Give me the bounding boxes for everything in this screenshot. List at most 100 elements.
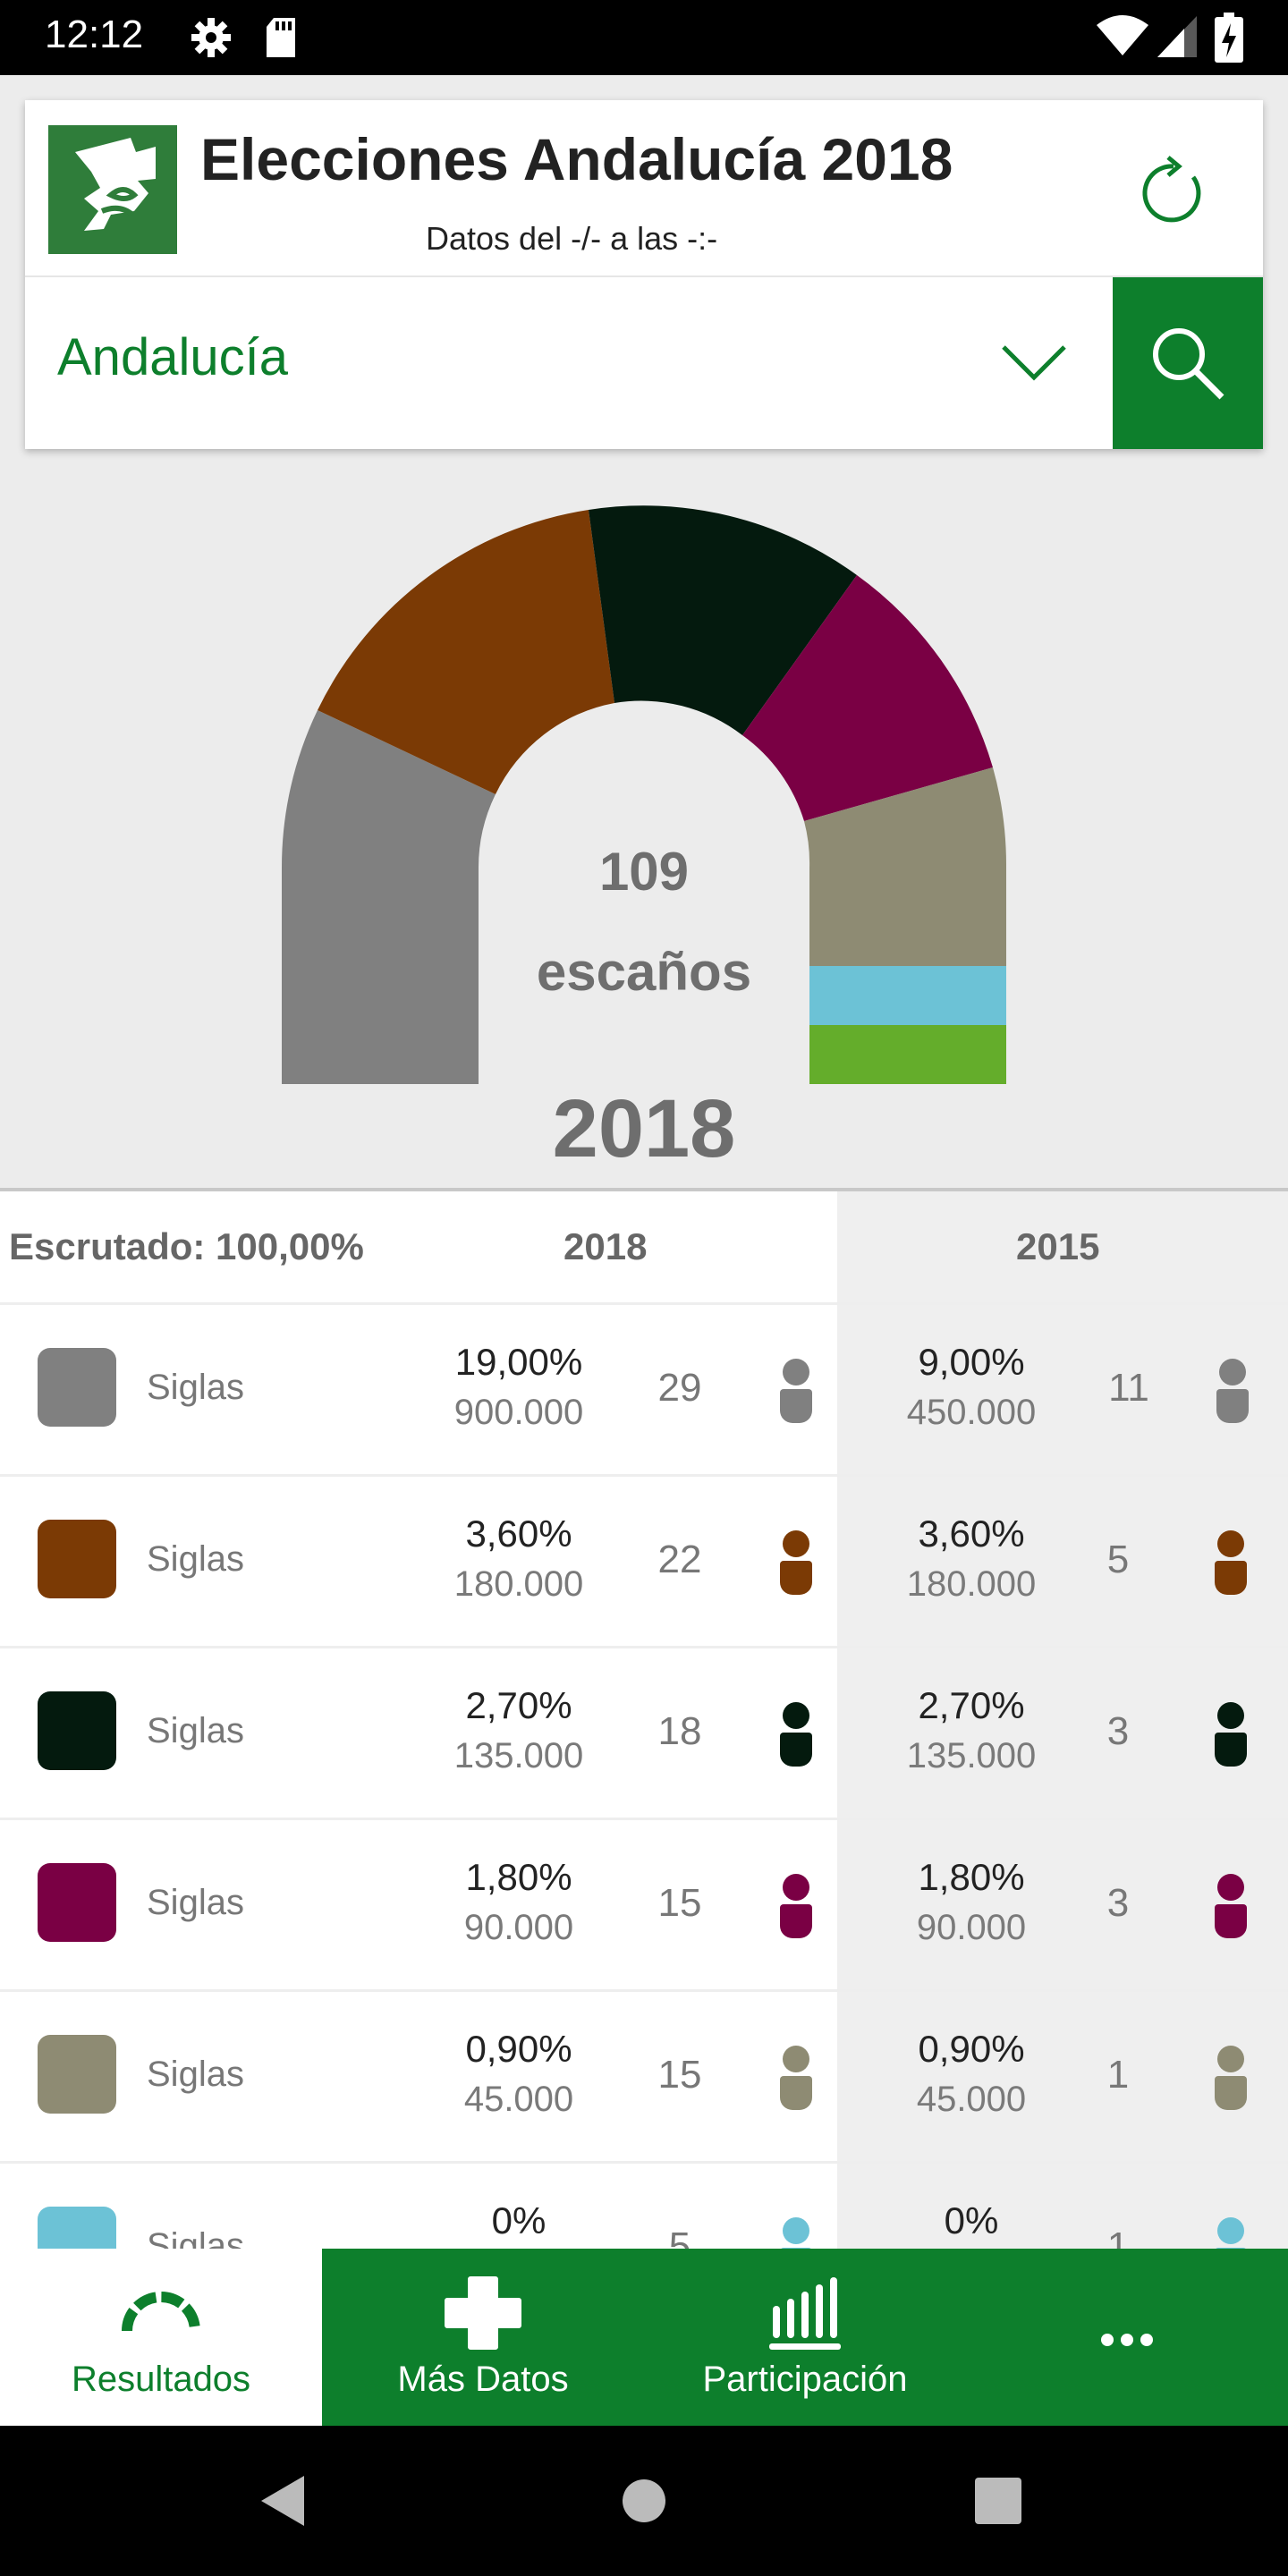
seat-person-icon (778, 2046, 814, 2110)
table-row[interactable]: Siglas 19,00% 900.000 29 9,00% 450.000 1… (0, 1302, 1288, 1477)
pct-2015: 3,60% (918, 1513, 1025, 1555)
pct-2015: 2,70% (918, 1684, 1025, 1726)
status-time: 12:12 (45, 13, 144, 56)
seat-person-icon (1213, 1702, 1249, 1767)
party-color-swatch (38, 1863, 116, 1942)
home-icon[interactable] (621, 2478, 667, 2524)
pct-2015: 1,80% (918, 1856, 1025, 1898)
hemicycle-segment-2 (318, 510, 614, 794)
plus-icon (445, 2276, 521, 2350)
table-row[interactable]: Siglas 1,80% 90.000 15 1,80% 90.000 3 (0, 1818, 1288, 1992)
votes-2018: 90.000 (463, 1908, 574, 1947)
seats-2018: 18 (657, 1709, 702, 1753)
table-row[interactable]: Siglas 0,90% 45.000 15 0,90% 45.000 1 (0, 1989, 1288, 2164)
seats-2015: 3 (1106, 1881, 1130, 1925)
nav-label: Más Datos (397, 2360, 569, 2399)
pct-2015: 0,90% (918, 2028, 1025, 2070)
seats-2015: 1 (1106, 2224, 1130, 2249)
party-color-swatch (38, 1520, 116, 1598)
search-button[interactable] (1113, 277, 1263, 449)
pct-2015: 9,00% (918, 1341, 1025, 1383)
seats-hemicycle-chart (281, 505, 1007, 1084)
votes-2018: 45.000 (463, 2080, 574, 2119)
votes-2018: 135.000 (453, 1736, 584, 1775)
seats-2018: 15 (657, 2053, 702, 2097)
app-title: Elecciones Andalucía 2018 (200, 126, 953, 192)
signal-icon (1157, 16, 1197, 57)
region-dropdown[interactable]: Andalucía (25, 277, 1113, 449)
table-row[interactable]: Siglas 0% 5 0% 1 (0, 2161, 1288, 2249)
party-color-swatch (38, 1691, 116, 1770)
status-bar: 12:12 (0, 0, 1288, 75)
seats-2015: 11 (1108, 1366, 1149, 1410)
hemicycle-segment-1 (281, 710, 496, 1084)
more-icon (1101, 2334, 1153, 2346)
nav-item-mas-datos[interactable]: Más Datos (322, 2249, 644, 2426)
sd-card-icon (267, 18, 295, 57)
scrutiny-label: Escrutado: 100,00% (9, 1225, 364, 1267)
pct-2018: 19,00% (454, 1341, 583, 1383)
pct-2018: 0,90% (465, 2028, 572, 2070)
back-icon[interactable] (259, 2474, 306, 2528)
nav-item-resultados[interactable]: Resultados (0, 2249, 322, 2426)
table-row[interactable]: Siglas 3,60% 180.000 22 3,60% 180.000 5 (0, 1474, 1288, 1648)
hemicycle-segment-5 (804, 767, 1007, 966)
region-selected-label: Andalucía (57, 328, 288, 386)
votes-2015: 90.000 (916, 1908, 1027, 1947)
party-color-swatch (38, 1348, 116, 1427)
party-acronym: Siglas (147, 1883, 244, 1922)
party-color-swatch (38, 2035, 116, 2114)
chart-year: 2018 (552, 1083, 736, 1174)
seat-person-icon (778, 1359, 814, 1423)
seat-person-icon (1213, 1530, 1249, 1595)
gauge-icon (122, 2292, 200, 2332)
bottom-navigation: Resultados Más Datos Participación (0, 2249, 1288, 2426)
refresh-icon[interactable] (1132, 152, 1215, 234)
seat-person-icon (1213, 2046, 1249, 2110)
seats-2018: 22 (657, 1538, 702, 1581)
votes-2018: 180.000 (453, 1564, 584, 1604)
party-acronym: Siglas (147, 2226, 244, 2249)
seats-2018: 15 (657, 1881, 702, 1925)
seats-2018: 29 (657, 1366, 702, 1410)
seats-2015: 1 (1106, 2053, 1130, 2097)
nav-item-participacion[interactable]: Participación (644, 2249, 966, 2426)
seat-person-icon (1213, 2217, 1249, 2249)
party-acronym: Siglas (147, 1539, 244, 1579)
hemicycle-segment-6 (809, 966, 1006, 1025)
pct-2018: 0% (491, 2199, 547, 2241)
nav-item-more[interactable] (966, 2249, 1288, 2426)
results-table-header: Escrutado: 100,00% 2018 2015 (0, 1191, 1288, 1302)
header-card: Elecciones Andalucía 2018 Datos del -/- … (25, 100, 1263, 449)
total-seats-number: 109 (598, 842, 690, 902)
seat-person-icon (1215, 1359, 1250, 1423)
votes-2015: 135.000 (906, 1736, 1037, 1775)
nav-label: Resultados (71, 2360, 251, 2399)
party-acronym: Siglas (147, 2055, 244, 2094)
seats-2018: 5 (668, 2224, 691, 2249)
chevron-down-icon (1002, 345, 1066, 381)
table-row[interactable]: Siglas 2,70% 135.000 18 2,70% 135.000 3 (0, 1646, 1288, 1820)
system-navigation-bar (0, 2426, 1288, 2576)
pct-2018: 3,60% (465, 1513, 572, 1555)
seats-2015: 5 (1106, 1538, 1130, 1581)
hemicycle-segment-3 (589, 505, 857, 735)
column-header-2015: 2015 (1016, 1225, 1100, 1267)
pct-2018: 1,80% (465, 1856, 572, 1898)
results-table: Siglas 19,00% 900.000 29 9,00% 450.000 1… (0, 1302, 1288, 2249)
hemicycle-segment-7 (809, 1025, 1006, 1084)
pct-2015: 0% (944, 2199, 999, 2241)
recents-icon[interactable] (975, 2478, 1021, 2524)
votes-2015: 45.000 (916, 2080, 1027, 2119)
votes-2015: 450.000 (906, 1393, 1037, 1432)
party-color-swatch (38, 2207, 116, 2249)
data-timestamp: Datos del -/- a las -:- (426, 220, 718, 257)
seat-person-icon (778, 1530, 814, 1595)
seat-person-icon (1213, 1874, 1249, 1938)
chart-divider (0, 1188, 1288, 1191)
nav-label: Participación (702, 2360, 908, 2399)
header-divider (25, 275, 1263, 277)
search-icon (1153, 328, 1224, 400)
votes-2015: 180.000 (906, 1564, 1037, 1604)
seat-person-icon (778, 2217, 814, 2249)
